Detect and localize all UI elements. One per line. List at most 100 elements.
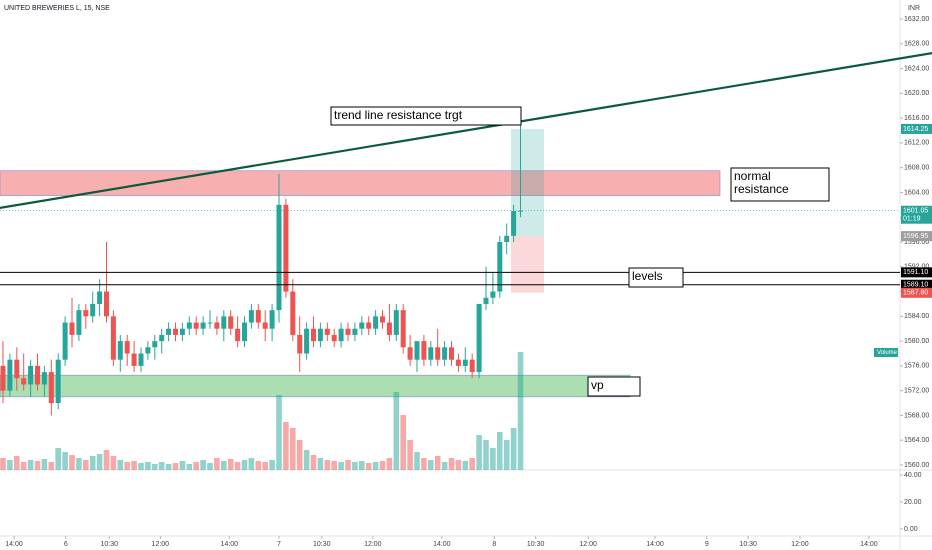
price-tag-label: 1614.25 (903, 126, 928, 133)
plot: trend line resistance trgt normalresistan… (0, 52, 932, 470)
volume-bar (200, 460, 206, 470)
y-tick-label: 1628.00 (904, 41, 929, 48)
volume-bar (34, 461, 41, 470)
candle-body (14, 359, 20, 379)
x-tick-label: 7 (277, 541, 281, 548)
candle-body (359, 322, 365, 329)
volume-bar (414, 452, 420, 470)
x-tick-label: 10:30 (527, 541, 545, 548)
y2-tick-label: 20.00 (904, 499, 922, 506)
candle-body (179, 328, 185, 335)
volume-bar (476, 435, 482, 470)
candle-body (159, 334, 165, 342)
volume-bar (359, 461, 365, 470)
volume-bar (462, 461, 469, 470)
candle-body (221, 316, 227, 329)
volume-bar (448, 458, 455, 470)
x-tick-label: 10:30 (313, 541, 331, 548)
candle-body (317, 328, 323, 342)
candle-body (235, 328, 241, 342)
candle-body (62, 322, 68, 360)
zone (0, 374, 631, 398)
volume-bar (372, 462, 379, 470)
volume-bar (497, 432, 503, 470)
price-tag-label: 1596.95 (903, 233, 928, 240)
trend-line (0, 52, 932, 209)
x-tick-label: 14:00 (221, 541, 239, 548)
candle-body (173, 328, 178, 335)
candle-body (131, 353, 137, 366)
volume-bar (365, 463, 372, 470)
y-tick-label: 1592.00 (904, 264, 929, 271)
price-tag-countdown: 01:19 (903, 216, 921, 223)
candle-body (435, 347, 441, 360)
volume-bar (352, 462, 358, 470)
volume-bar (345, 460, 351, 470)
candle-body (255, 310, 261, 323)
y-tick-label: 1596.00 (904, 239, 929, 246)
candle-body (152, 341, 158, 348)
volume-bar (158, 462, 165, 470)
x-tick-label: 12:00 (791, 541, 809, 548)
candle-body (504, 235, 510, 242)
zone (0, 170, 721, 196)
volume-bar (221, 461, 227, 470)
volume-bar (165, 464, 172, 470)
annotation-text: normal (734, 169, 771, 183)
volume-bar (407, 440, 413, 470)
volume-bar (331, 461, 337, 470)
price-tag (901, 205, 932, 224)
price-tag-label: 1591.10 (903, 269, 928, 276)
volume-bar (428, 460, 434, 470)
price-tag-label: 1589.10 (903, 282, 928, 289)
candle-body (110, 316, 116, 360)
candle-body (518, 210, 523, 212)
annotation-text: resistance (734, 182, 789, 196)
candle-body (117, 341, 123, 360)
y-tick-label: 1576.00 (904, 363, 929, 370)
candle-body (55, 359, 61, 404)
candle-body (449, 347, 454, 360)
volume-bar (255, 461, 262, 470)
price-tag (901, 287, 932, 298)
volume-bar (248, 458, 255, 470)
volume-bar (262, 462, 268, 470)
volume-bar (214, 458, 220, 470)
annotation-box (587, 376, 641, 397)
candle-body (7, 359, 13, 391)
annotation-text: trend line resistance trgt (334, 108, 463, 122)
annotation-box (628, 267, 684, 288)
volume-bar (400, 415, 406, 470)
volume-bar (193, 462, 199, 470)
candle-body (352, 328, 358, 335)
price-tag (901, 231, 932, 242)
candle-body (407, 347, 413, 360)
x-tick-label: 14:00 (433, 541, 451, 548)
candle-body (511, 211, 517, 236)
volume-bar (469, 458, 475, 470)
y-tick-label: 1624.00 (904, 65, 929, 72)
candle-body (338, 328, 344, 342)
volume-bar (27, 460, 34, 470)
volume-bar (138, 463, 144, 470)
position-stop (511, 236, 544, 293)
candle-body (483, 297, 489, 304)
candle-body (207, 322, 213, 324)
candle-body (90, 303, 96, 317)
candle-body (393, 310, 399, 335)
x-tick-label: 6 (64, 541, 68, 548)
candle-body (35, 365, 40, 385)
volume-bar (393, 392, 400, 470)
volume-bar (441, 462, 448, 470)
candle-body (248, 310, 254, 323)
volume-bar (69, 455, 75, 470)
chart-title: UNITED BREWERIES L, 15, NSE (4, 5, 110, 12)
volume-bar (510, 428, 517, 470)
x-tick-label: 12:00 (579, 541, 597, 548)
volume-bar (310, 455, 317, 470)
volume-bar (290, 428, 296, 470)
volume-bar (241, 460, 248, 470)
price-tag-label: 1587.80 (903, 290, 928, 297)
